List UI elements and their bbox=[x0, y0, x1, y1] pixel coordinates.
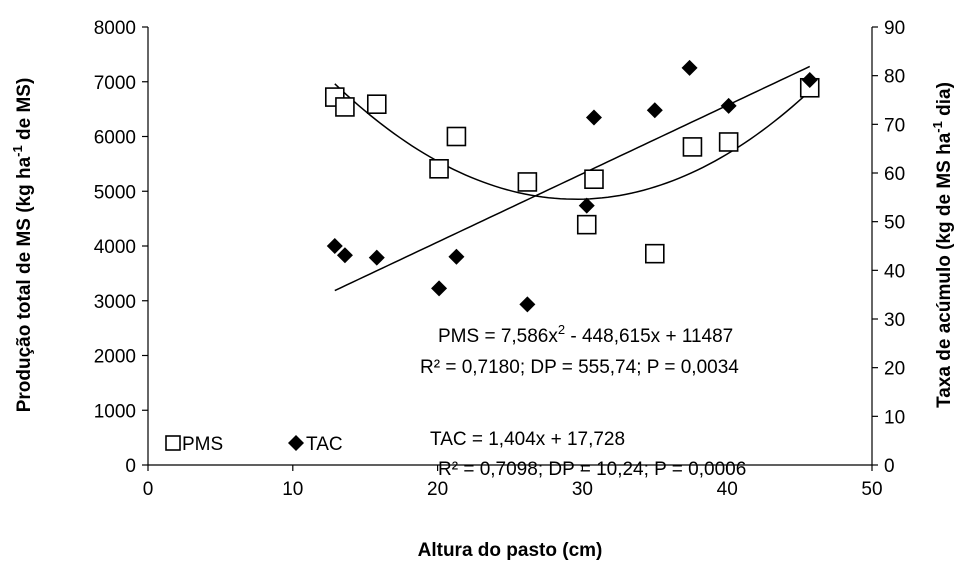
right-y-tick-label: 60 bbox=[884, 164, 905, 185]
left-y-tick-label: 8000 bbox=[94, 18, 136, 39]
x-tick-label: 10 bbox=[282, 479, 303, 500]
x-tick-label: 30 bbox=[572, 479, 593, 500]
x-tick-label: 0 bbox=[143, 479, 154, 500]
pms-point bbox=[429, 159, 449, 179]
legend: PMS TAC bbox=[165, 434, 343, 455]
pms-point bbox=[718, 132, 739, 152]
tac-point bbox=[448, 248, 465, 265]
tac-point bbox=[326, 238, 343, 254]
tac-point bbox=[519, 296, 536, 313]
pms-statistics: R² = 0,7180; DP = 555,74; P = 0,0034 bbox=[420, 357, 739, 378]
pms-point bbox=[644, 243, 665, 264]
left-y-axis-title: Produção total de MS (kg ha-1 de MS) bbox=[10, 78, 35, 413]
x-tick-label: 40 bbox=[717, 479, 738, 500]
legend-label-pms: PMS bbox=[182, 434, 223, 455]
tac-point bbox=[801, 72, 818, 89]
tac-point bbox=[578, 197, 595, 214]
x-tick-label: 20 bbox=[427, 479, 448, 500]
legend-marker-pms bbox=[165, 435, 181, 451]
left-y-tick-label: 4000 bbox=[94, 237, 136, 258]
tac-point bbox=[646, 102, 663, 119]
right-y-axis-ticks: 0 10 20 30 40 50 60 70 80 90 bbox=[872, 18, 905, 477]
trendline-pms bbox=[334, 83, 811, 200]
trendline-tac bbox=[334, 65, 811, 292]
left-y-axis-ticks: 0 1000 2000 3000 4000 5000 6000 7000 8000 bbox=[94, 18, 148, 477]
x-tick-label: 50 bbox=[861, 479, 882, 500]
tac-point bbox=[431, 280, 448, 297]
right-y-tick-label: 30 bbox=[884, 310, 905, 331]
pms-point bbox=[584, 169, 604, 190]
plot-frame bbox=[147, 27, 873, 466]
pms-point bbox=[517, 172, 538, 192]
right-y-tick-label: 10 bbox=[884, 407, 905, 428]
x-axis-title: Altura do pasto (cm) bbox=[418, 540, 603, 561]
tac-statistics: R² = 0,7098; DP = 10,24; P = 0,0006 bbox=[438, 459, 746, 480]
left-y-tick-label: 1000 bbox=[94, 401, 136, 422]
right-y-tick-label: 80 bbox=[884, 67, 905, 88]
tac-point bbox=[336, 247, 353, 264]
tac-point bbox=[681, 59, 698, 76]
x-axis-ticks: 0 10 20 30 40 50 bbox=[143, 465, 883, 500]
left-y-tick-label: 5000 bbox=[94, 182, 136, 203]
right-y-tick-label: 0 bbox=[884, 456, 895, 477]
data-markers bbox=[324, 59, 820, 313]
left-y-tick-label: 3000 bbox=[94, 292, 136, 313]
pms-point bbox=[682, 137, 703, 157]
right-y-tick-label: 50 bbox=[884, 213, 905, 234]
left-y-tick-label: 7000 bbox=[94, 73, 136, 94]
right-y-tick-label: 20 bbox=[884, 359, 905, 380]
tac-equation: TAC = 1,404x + 17,728 bbox=[430, 429, 625, 450]
right-y-tick-label: 40 bbox=[884, 261, 905, 282]
pms-equation: PMS = 7,586x2 - 448,615x + 11487 bbox=[438, 322, 733, 347]
left-y-tick-label: 0 bbox=[125, 456, 136, 477]
tac-point bbox=[720, 97, 737, 114]
right-y-tick-label: 70 bbox=[884, 115, 905, 136]
right-y-axis-title: Taxa de acúmulo (kg de MS ha-1 dia) bbox=[930, 82, 955, 408]
left-y-tick-label: 6000 bbox=[94, 128, 136, 149]
trendlines bbox=[334, 65, 811, 292]
pms-point bbox=[366, 94, 387, 114]
legend-label-tac: TAC bbox=[306, 434, 343, 455]
right-y-tick-label: 90 bbox=[884, 18, 905, 39]
tac-point bbox=[368, 249, 385, 266]
pms-point bbox=[446, 126, 467, 147]
pms-point bbox=[576, 214, 597, 235]
legend-marker-tac bbox=[288, 435, 304, 451]
tac-point bbox=[585, 109, 602, 126]
left-y-tick-label: 2000 bbox=[94, 347, 136, 368]
pms-point bbox=[335, 97, 355, 117]
